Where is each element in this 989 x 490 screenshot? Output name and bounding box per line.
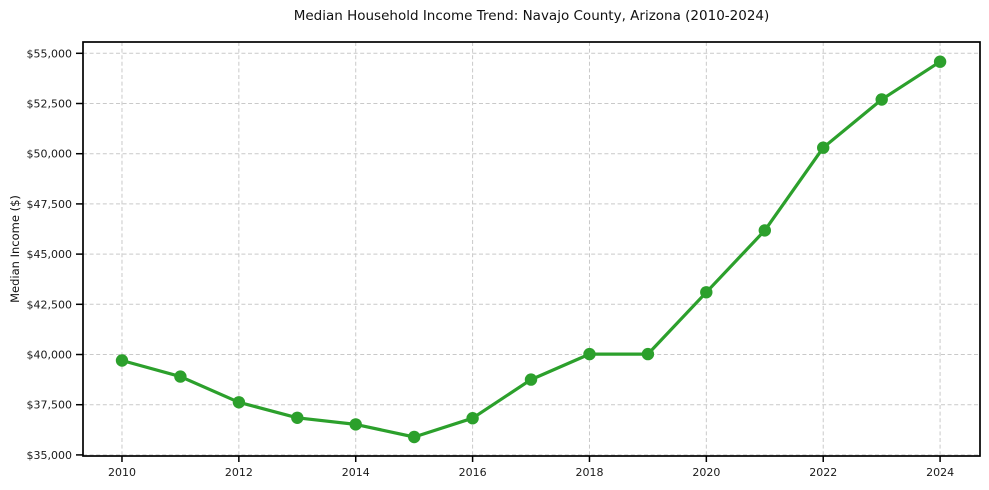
y-tick-label: $42,500 bbox=[27, 298, 73, 311]
data-point-marker bbox=[291, 411, 304, 424]
y-tick-label: $50,000 bbox=[27, 148, 73, 161]
x-tick-label: 2022 bbox=[809, 466, 837, 479]
x-tick-label: 2020 bbox=[692, 466, 720, 479]
x-tick-label: 2016 bbox=[459, 466, 487, 479]
x-tick-label: 2018 bbox=[575, 466, 603, 479]
data-point-marker bbox=[641, 347, 655, 361]
x-tick-label: 2010 bbox=[108, 466, 136, 479]
data-point-marker bbox=[933, 55, 947, 68]
data-point-marker bbox=[115, 354, 129, 367]
plot-border bbox=[82, 41, 981, 457]
data-point-marker bbox=[349, 418, 362, 431]
x-tick-label: 2014 bbox=[342, 466, 370, 479]
y-tick-label: $35,000 bbox=[27, 449, 73, 462]
data-point-marker bbox=[758, 224, 771, 237]
y-tick-label: $40,000 bbox=[27, 349, 73, 362]
data-point-marker bbox=[817, 141, 830, 154]
data-point-marker bbox=[232, 396, 246, 409]
data-point-marker bbox=[583, 347, 596, 361]
y-tick-label: $45,000 bbox=[27, 248, 73, 261]
x-tick-label: 2012 bbox=[225, 466, 253, 479]
chart-title: Median Household Income Trend: Navajo Co… bbox=[293, 8, 770, 24]
data-point-marker bbox=[875, 93, 888, 106]
x-tick-label: 2024 bbox=[926, 466, 954, 479]
data-point-marker bbox=[408, 430, 421, 444]
y-tick-label: $55,000 bbox=[27, 47, 73, 60]
y-tick-label: $47,500 bbox=[27, 198, 73, 211]
data-point-marker bbox=[466, 412, 479, 425]
data-point-marker bbox=[174, 370, 187, 383]
data-point-marker bbox=[524, 373, 538, 386]
y-tick-label: $37,500 bbox=[27, 399, 73, 412]
data-point-marker bbox=[700, 286, 713, 299]
y-tick-label: $52,500 bbox=[27, 98, 73, 111]
